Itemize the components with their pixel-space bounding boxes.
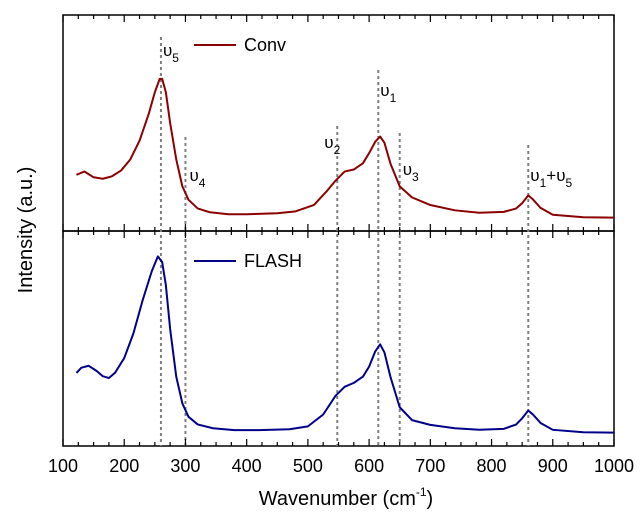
series-layer bbox=[75, 77, 615, 434]
mode-label: υ2 bbox=[324, 133, 340, 157]
x-tick-label: 900 bbox=[538, 456, 568, 476]
legend-label: Conv bbox=[244, 35, 286, 55]
series-line-flash bbox=[75, 255, 615, 434]
mode-label: υ3 bbox=[403, 160, 419, 184]
x-tick-label: 600 bbox=[354, 456, 384, 476]
mode-label: υ5 bbox=[163, 41, 179, 65]
x-axis-title: Wavenumber (cm-1) bbox=[259, 485, 433, 510]
y-axis-title: Intensity (a.u.) bbox=[15, 167, 37, 294]
legend-layer: Conv FLASH bbox=[194, 35, 302, 271]
x-tick-label: 1000 bbox=[594, 456, 634, 476]
x-tick-label: 300 bbox=[170, 456, 200, 476]
mode-label: υ4 bbox=[189, 166, 205, 190]
x-axis-title-sup: -1 bbox=[416, 485, 427, 499]
x-tick-label: 500 bbox=[293, 456, 323, 476]
mode-label: υ1 bbox=[380, 81, 396, 105]
x-tick-label: 700 bbox=[415, 456, 445, 476]
x-tick-label: 200 bbox=[109, 456, 139, 476]
x-axis-title-end: ) bbox=[427, 488, 434, 510]
mode-label: υ1+υ5 bbox=[530, 166, 572, 190]
legend-label: FLASH bbox=[244, 251, 302, 271]
x-tick-label: 400 bbox=[232, 456, 262, 476]
x-tick-label: 800 bbox=[477, 456, 507, 476]
x-axis-title-main: Wavenumber (cm bbox=[259, 488, 416, 510]
x-tick-label: 100 bbox=[48, 456, 78, 476]
mode-lines: υ5 υ4 υ2 υ1 υ3 υ1+υ5 bbox=[159, 37, 573, 446]
series-line-conv bbox=[76, 77, 615, 219]
ticks-layer: 100 200 300 400 500 600 700 800 900 1000 bbox=[48, 15, 634, 476]
